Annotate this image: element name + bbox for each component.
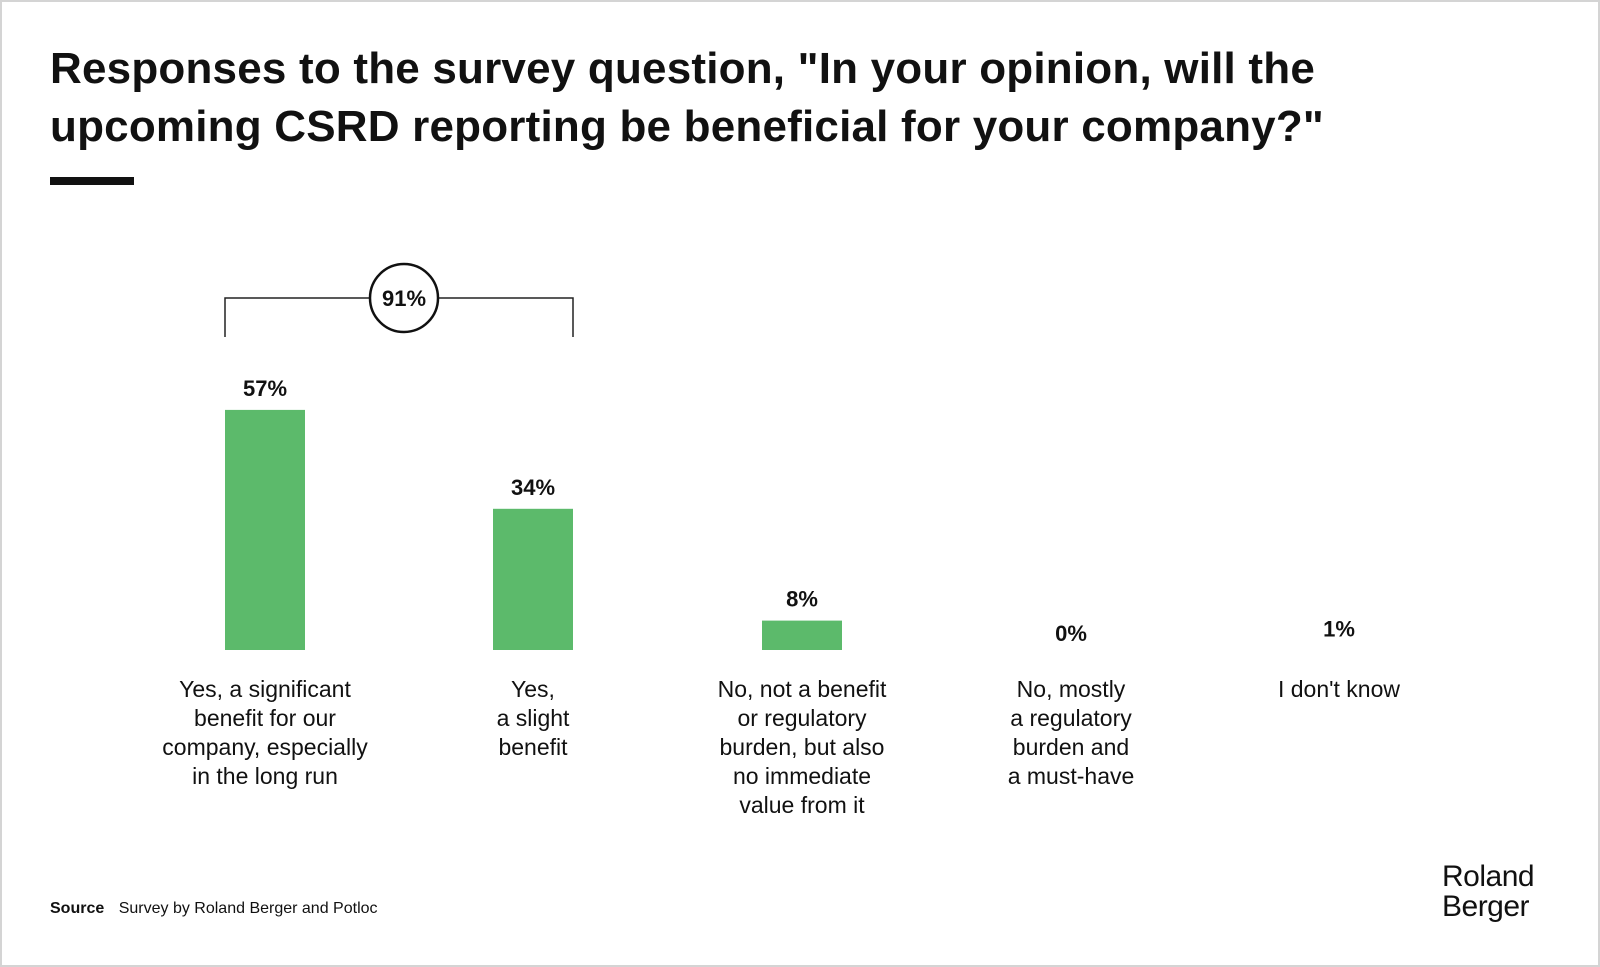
data-label-4: 1% bbox=[1323, 617, 1355, 642]
category-label-1: Yes, a slight benefit bbox=[496, 676, 570, 760]
chart-title: Responses to the survey question, "In yo… bbox=[50, 44, 1324, 151]
bar-1 bbox=[493, 508, 573, 650]
annotation-label: 91% bbox=[382, 286, 426, 311]
data-label-0: 57% bbox=[243, 376, 287, 401]
data-label-1: 34% bbox=[511, 475, 555, 500]
category-label-3: No, mostly a regulatory burden and a mus… bbox=[1007, 676, 1135, 789]
logo-line-1: Roland bbox=[1442, 860, 1535, 893]
data-label-2: 8% bbox=[786, 587, 818, 612]
annotation-bracket bbox=[224, 297, 574, 337]
bar-2 bbox=[762, 620, 842, 650]
bar-0 bbox=[225, 409, 305, 650]
category-label-2: No, not a benefit or regulatory burden, … bbox=[717, 676, 887, 818]
title-underline bbox=[50, 177, 134, 185]
bar-chart: 57% 34% 8% 0% 1% 91% bbox=[224, 262, 1355, 650]
category-label-4: I don't know bbox=[1277, 676, 1401, 702]
source-text: Survey by Roland Berger and Potloc bbox=[118, 900, 378, 917]
annotation-circle bbox=[368, 262, 440, 334]
data-label-3: 0% bbox=[1055, 621, 1087, 646]
roland-berger-logo: Roland Berger bbox=[1442, 862, 1562, 922]
category-label-0: Yes, a significant benefit for our compa… bbox=[162, 676, 368, 789]
source-note: Source Survey by Roland Berger and Potlo… bbox=[50, 899, 378, 919]
source-label: Source bbox=[50, 900, 105, 917]
logo-line-2: Berger bbox=[1442, 890, 1530, 923]
